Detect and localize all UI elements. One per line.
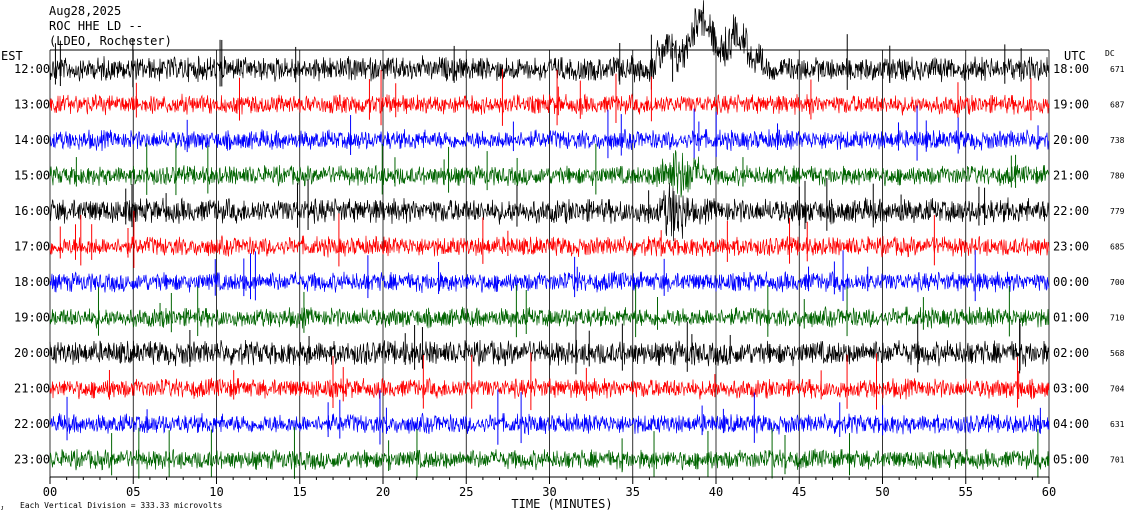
utc-label-6: 00:00 bbox=[1053, 275, 1089, 289]
trace-row-3 bbox=[49, 150, 1050, 198]
left-zone-label: EST bbox=[1, 49, 23, 63]
utc-label-3: 21:00 bbox=[1053, 169, 1089, 183]
dc-value-10: 631 bbox=[1110, 420, 1125, 429]
dc-value-3: 780 bbox=[1110, 172, 1125, 181]
grid-lines bbox=[49, 49, 1050, 477]
est-label-11: 23:00 bbox=[14, 453, 50, 467]
dc-value-7: 710 bbox=[1110, 314, 1125, 323]
trace-row-4 bbox=[49, 182, 1050, 242]
x-tick-label-10: 10 bbox=[209, 485, 223, 499]
dc-value-0: 671 bbox=[1110, 65, 1125, 74]
traces bbox=[49, 0, 1050, 479]
est-label-1: 13:00 bbox=[14, 98, 50, 112]
x-tick-label-50: 50 bbox=[875, 485, 889, 499]
dc-value-11: 701 bbox=[1110, 456, 1125, 465]
dc-value-5: 685 bbox=[1110, 243, 1125, 252]
x-tick-label-00: 00 bbox=[43, 485, 57, 499]
x-tick-label-30: 30 bbox=[542, 485, 556, 499]
est-label-4: 16:00 bbox=[14, 204, 50, 218]
utc-label-0: 18:00 bbox=[1053, 62, 1089, 76]
trace-row-6 bbox=[49, 270, 1050, 294]
x-tick-label-45: 45 bbox=[792, 485, 806, 499]
trace-row-5 bbox=[49, 235, 1050, 258]
dc-value-9: 704 bbox=[1110, 385, 1125, 394]
est-label-8: 20:00 bbox=[14, 346, 50, 360]
header-date: Aug28,2025 bbox=[49, 4, 122, 18]
est-label-7: 19:00 bbox=[14, 311, 50, 325]
trace-row-1 bbox=[49, 93, 1050, 116]
utc-label-9: 03:00 bbox=[1053, 382, 1089, 396]
utc-label-1: 19:00 bbox=[1053, 98, 1089, 112]
x-tick-label-40: 40 bbox=[709, 485, 723, 499]
utc-label-8: 02:00 bbox=[1053, 346, 1089, 360]
trace-row-9 bbox=[49, 377, 1050, 400]
est-label-2: 14:00 bbox=[14, 133, 50, 147]
x-axis-title: TIME (MINUTES) bbox=[511, 497, 612, 511]
dc-value-6: 700 bbox=[1110, 278, 1125, 287]
trace-row-7 bbox=[49, 306, 1050, 329]
right-zone-label: UTC bbox=[1064, 49, 1086, 63]
header-station: ROC HHE LD -- bbox=[49, 19, 143, 33]
x-tick-label-55: 55 bbox=[959, 485, 973, 499]
est-label-3: 15:00 bbox=[14, 169, 50, 183]
utc-label-5: 23:00 bbox=[1053, 240, 1089, 254]
x-tick-label-15: 15 bbox=[293, 485, 307, 499]
x-tick-label-60: 60 bbox=[1042, 485, 1056, 499]
utc-label-4: 22:00 bbox=[1053, 204, 1089, 218]
utc-label-7: 01:00 bbox=[1053, 311, 1089, 325]
dc-value-8: 568 bbox=[1110, 349, 1125, 358]
est-label-9: 21:00 bbox=[14, 382, 50, 396]
est-label-6: 18:00 bbox=[14, 275, 50, 289]
trace-row-0 bbox=[49, 0, 1050, 83]
trace-row-2 bbox=[49, 128, 1050, 152]
est-label-5: 17:00 bbox=[14, 240, 50, 254]
trace-row-11 bbox=[49, 448, 1050, 471]
x-tick-label-35: 35 bbox=[626, 485, 640, 499]
x-tick-label-25: 25 bbox=[459, 485, 473, 499]
est-label-0: 12:00 bbox=[14, 62, 50, 76]
dc-value-2: 738 bbox=[1110, 136, 1125, 145]
x-tick-label-05: 05 bbox=[126, 485, 140, 499]
x-axis: 00 05 10 15 20 25 30 35 40 45 50 55 60 TIME (MINUTES) bbox=[43, 476, 1056, 511]
trace-row-8 bbox=[49, 339, 1050, 367]
scale-note: Each Vertical Division = 333.33 microvol… bbox=[20, 501, 223, 510]
utc-label-11: 05:00 bbox=[1053, 453, 1089, 467]
header-network: (LDEO, Rochester) bbox=[49, 34, 172, 48]
dc-value-1: 687 bbox=[1110, 101, 1125, 110]
dc-value-4: 779 bbox=[1110, 207, 1125, 216]
row-labels: 12:00 18:00 671 13:00 19:00 687 14:00 20:00 738 1… bbox=[14, 62, 1125, 467]
utc-label-2: 20:00 bbox=[1053, 133, 1089, 147]
utc-label-10: 04:00 bbox=[1053, 417, 1089, 431]
x-tick-label-20: 20 bbox=[376, 485, 390, 499]
corner-mark: ᴊ bbox=[1, 503, 4, 512]
est-label-10: 22:00 bbox=[14, 417, 50, 431]
dc-label: DC bbox=[1105, 49, 1115, 58]
